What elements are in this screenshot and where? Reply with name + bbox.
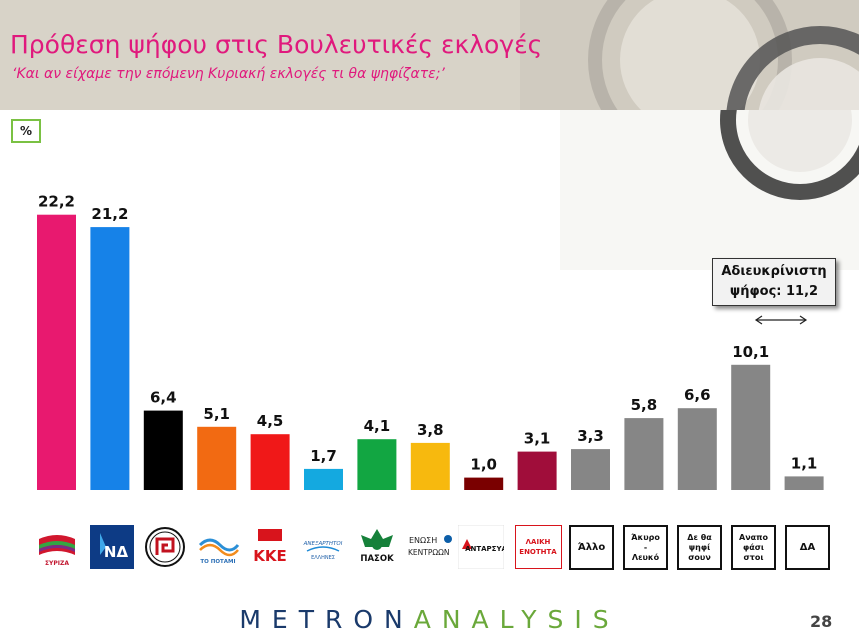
page-subtitle: ‘Και αν είχαμε την επόμενη Κυριακή εκλογ…: [12, 66, 445, 82]
potami-logo: ΤΟ ΠΟΤΑΜΙ: [196, 525, 240, 569]
value-label-15: 1,1: [791, 454, 818, 472]
svg-text:ΝΔ: ΝΔ: [104, 543, 129, 561]
bar-3: [143, 410, 183, 490]
bar-12: [624, 418, 664, 490]
value-label-2: 21,2: [91, 205, 128, 223]
svg-text:ΠΑΣΟΚ: ΠΑΣΟΚ: [360, 554, 394, 564]
bar-15: [784, 476, 824, 490]
invalid-label-1: Άκυρο: [631, 532, 660, 542]
svg-text:ΑΝΕΞΑΡΤΗΤΟΙ: ΑΝΕΞΑΡΤΗΤΟΙ: [303, 541, 343, 547]
bar-4: [197, 426, 237, 490]
value-label-6: 1,7: [310, 447, 337, 465]
bar-11: [571, 449, 610, 490]
anel-logo: ΑΝΕΞΑΡΤΗΤΟΙ ΕΛΛΗΝΕΣ: [301, 525, 345, 569]
bar-1: [37, 214, 76, 490]
header-band: Πρόθεση ψήφου στις Βουλευτικές εκλογές ‘…: [0, 0, 859, 110]
kke-logo: ΚΚΕ: [248, 525, 292, 569]
undecided-box: Αναπο φάσι στοι: [731, 525, 776, 570]
undecided-label-2: φάσι: [742, 542, 765, 552]
value-label-13: 6,6: [684, 386, 711, 404]
wont-vote-label-3: σουν: [688, 552, 711, 562]
unit-label: %: [11, 119, 41, 143]
bar-10: [517, 451, 557, 490]
svg-text:ΛΑΙΚΗ: ΛΑΙΚΗ: [526, 538, 551, 546]
undecided-label-3: στοι: [743, 552, 764, 562]
invalid-blank-box: Άκυρο - Λευκό: [623, 525, 668, 570]
callout-arrowhead-right: [799, 315, 808, 325]
callout-arrowhead-left: [754, 315, 763, 325]
value-label-8: 3,8: [417, 421, 444, 439]
antarsya-logo: ΑΝΤΑΡΣΥΑ: [458, 525, 504, 569]
bar-14: [731, 364, 771, 490]
syriza-flag-icon: ΣΥΡΙΖΑ: [35, 525, 79, 569]
wont-vote-label-1: Δε θα: [687, 532, 712, 542]
value-label-7: 4,1: [364, 417, 391, 435]
value-label-10: 3,1: [524, 430, 551, 448]
svg-text:ΑΝΤΑΡΣΥΑ: ΑΝΤΑΡΣΥΑ: [465, 545, 504, 553]
bar-9: [464, 477, 504, 490]
undecided-label-1: Αναπο: [739, 532, 768, 542]
bar-6: [304, 468, 343, 490]
svg-text:ΚΚΕ: ΚΚΕ: [253, 547, 287, 565]
value-label-1: 22,2: [38, 193, 75, 211]
bar-13: [677, 408, 717, 490]
value-label-3: 6,4: [150, 389, 177, 407]
svg-text:ΣΥΡΙΖΑ: ΣΥΡΙΖΑ: [45, 560, 69, 567]
svg-text:ΚΕΝΤΡΩΩΝ: ΚΕΝΤΡΩΩΝ: [408, 548, 449, 557]
kke-icon: ΚΚΕ: [253, 529, 287, 565]
no-answer-box: ΔΑ: [785, 525, 830, 570]
bars-group: [37, 214, 824, 490]
bar-7: [357, 439, 397, 490]
bar-5: [250, 434, 290, 490]
svg-text:ΤΟ ΠΟΤΑΜΙ: ΤΟ ΠΟΤΑΜΙ: [200, 559, 235, 565]
antarsya-icon: ΑΝΤΑΡΣΥΑ: [458, 525, 504, 569]
other-label: Άλλο: [577, 541, 606, 553]
value-label-9: 1,0: [470, 456, 497, 474]
callout-line2: ψήφος: 11,2: [729, 284, 819, 299]
enosi-logo: ΕΝΩΣΗ ΚΕΝΤΡΩΩΝ: [407, 525, 455, 569]
undecided-callout: Αδιευκρίνιστη ψήφος: 11,2: [712, 258, 836, 306]
wont-vote-box: Δε θα ψηφί σουν: [677, 525, 722, 570]
anel-icon: ΑΝΕΞΑΡΤΗΤΟΙ ΕΛΛΗΝΕΣ: [303, 541, 343, 561]
header-decoration: [520, 0, 859, 110]
meander-emblem-icon: [145, 527, 185, 567]
brand-part-2: ANALYSIS: [413, 605, 620, 634]
nd-logo: ΝΔ: [90, 525, 134, 569]
enosi-kentroon-icon: ΕΝΩΣΗ ΚΕΝΤΡΩΩΝ: [408, 535, 452, 557]
svg-text:ΕΝΟΤΗΤΑ: ΕΝΟΤΗΤΑ: [519, 548, 557, 556]
invalid-label-3: Λευκό: [631, 552, 660, 562]
value-labels-group: 22,2 21,2 6,4 5,1 4,5 1,7 4,1 3,8 1,0 3,1 3,3 5,8 6,…: [38, 193, 817, 474]
other-box: Άλλο: [569, 525, 614, 570]
right-decoration: [560, 110, 859, 270]
value-label-5: 4,5: [257, 412, 284, 430]
xa-logo: [143, 525, 187, 569]
callout-line1: Αδιευκρίνιστη: [721, 264, 827, 279]
page-title: Πρόθεση ψήφου στις Βουλευτικές εκλογές: [10, 30, 543, 59]
svg-text:ΕΛΛΗΝΕΣ: ΕΛΛΗΝΕΣ: [311, 555, 335, 561]
no-answer-label: ΔΑ: [799, 541, 816, 553]
invalid-label-2: -: [643, 542, 648, 552]
value-label-4: 5,1: [203, 405, 230, 423]
value-label-14: 10,1: [732, 343, 769, 361]
pasok-logo: ΠΑΣΟΚ: [355, 525, 399, 569]
wont-vote-label-2: ψηφί: [688, 542, 711, 552]
svg-text:ΕΝΩΣΗ: ΕΝΩΣΗ: [409, 536, 437, 545]
laiki-enotita-icon: ΛΑΙΚΗ ΕΝΟΤΗΤΑ: [519, 538, 557, 556]
page-number: 28: [810, 612, 833, 631]
laiki-enotita-logo: ΛΑΙΚΗ ΕΝΟΤΗΤΑ: [515, 525, 562, 569]
river-waves-icon: ΤΟ ΠΟΤΑΜΙ: [198, 538, 240, 565]
pasok-sun-icon: ΠΑΣΟΚ: [360, 529, 394, 564]
syriza-logo: ΣΥΡΙΖΑ: [35, 525, 79, 569]
bar-2: [90, 227, 130, 490]
footer-brand: METRONANALYSIS: [0, 605, 859, 634]
nd-torch-icon: ΝΔ: [90, 525, 134, 569]
brand-part-1: METRON: [239, 605, 414, 634]
value-label-12: 5,8: [631, 396, 658, 414]
value-label-11: 3,3: [577, 427, 604, 445]
bar-8: [410, 442, 450, 490]
